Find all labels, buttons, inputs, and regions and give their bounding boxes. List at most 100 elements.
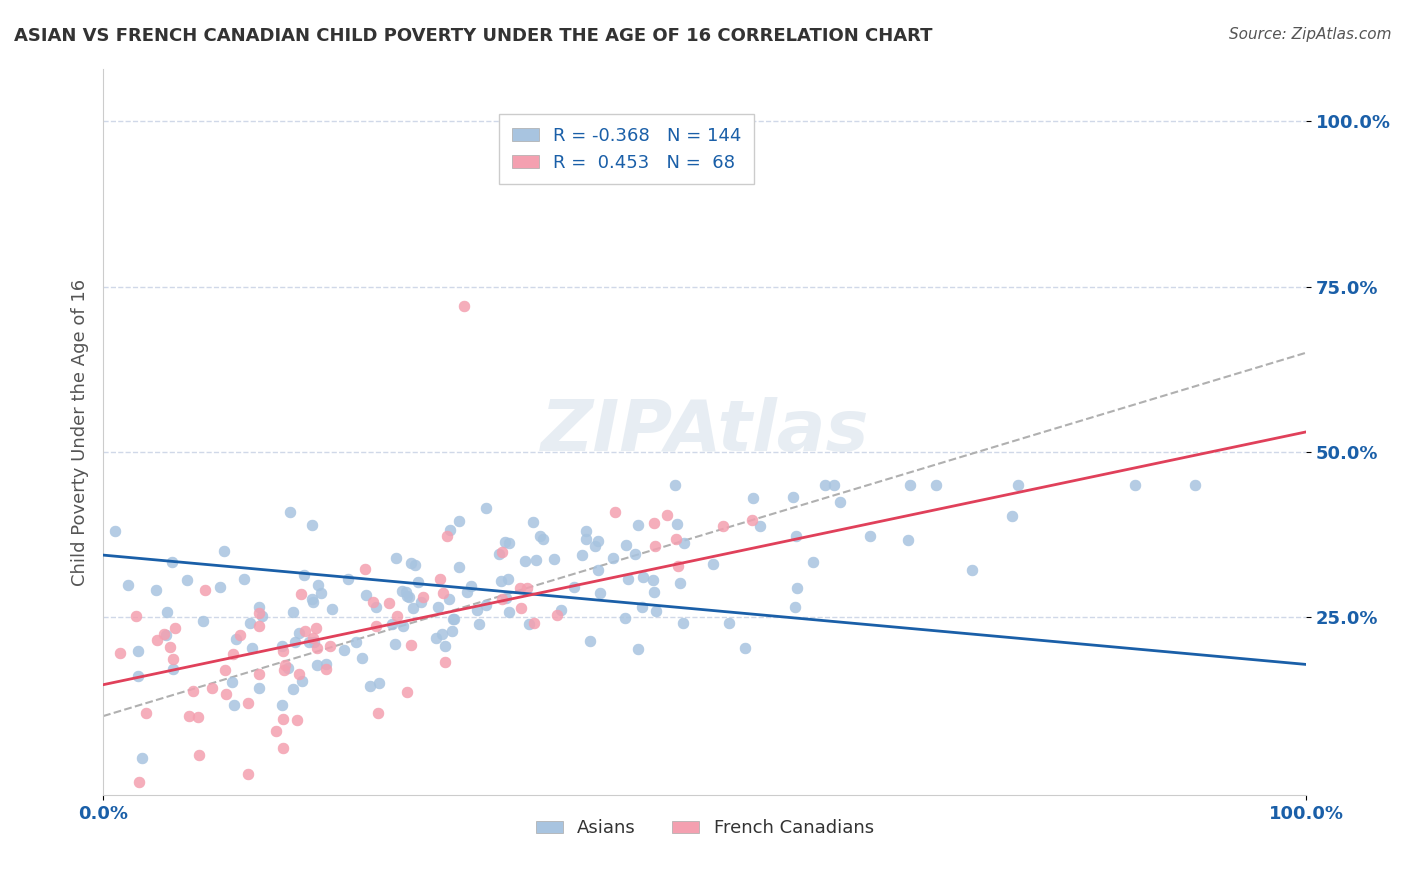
Point: [453, 300, 475, 314]
Point: [283, 681, 305, 696]
Point: [409, 595, 432, 609]
Point: [135, 706, 157, 721]
Point: [488, 547, 510, 561]
Point: [284, 635, 307, 649]
Point: [401, 638, 423, 652]
Point: [288, 626, 311, 640]
Point: [399, 556, 422, 570]
Point: [859, 529, 882, 543]
Point: [353, 561, 375, 575]
Point: [588, 533, 610, 548]
Point: [270, 639, 292, 653]
Point: [127, 644, 149, 658]
Point: [302, 631, 325, 645]
Point: [583, 539, 606, 553]
Point: [277, 661, 299, 675]
Point: [392, 619, 415, 633]
Point: [232, 572, 254, 586]
Point: [215, 687, 238, 701]
Point: [159, 640, 181, 655]
Point: [823, 478, 845, 492]
Point: [273, 663, 295, 677]
Point: [290, 587, 312, 601]
Point: [430, 627, 453, 641]
Point: [495, 591, 517, 606]
Point: [247, 606, 270, 620]
Point: [613, 611, 636, 625]
Point: [298, 635, 321, 649]
Point: [575, 532, 598, 546]
Point: [395, 584, 418, 599]
Point: [273, 712, 295, 726]
Point: [395, 589, 418, 603]
Point: [307, 578, 329, 592]
Point: [350, 650, 373, 665]
Point: [145, 583, 167, 598]
Point: [156, 605, 179, 619]
Point: [668, 575, 690, 590]
Point: [665, 532, 688, 546]
Point: [361, 594, 384, 608]
Point: [273, 644, 295, 658]
Point: [163, 621, 186, 635]
Point: [1007, 478, 1029, 492]
Point: [366, 600, 388, 615]
Legend: Asians, French Canadians: Asians, French Canadians: [529, 812, 882, 845]
Point: [271, 741, 294, 756]
Point: [212, 543, 235, 558]
Point: [104, 524, 127, 538]
Point: [398, 591, 420, 605]
Point: [222, 698, 245, 713]
Point: [354, 588, 377, 602]
Point: [406, 575, 429, 590]
Point: [162, 652, 184, 666]
Point: [266, 724, 288, 739]
Point: [801, 555, 824, 569]
Point: [529, 529, 551, 543]
Point: [641, 573, 664, 587]
Point: [509, 581, 531, 595]
Point: [742, 491, 765, 506]
Point: [384, 637, 406, 651]
Point: [491, 544, 513, 558]
Point: [344, 635, 367, 649]
Point: [208, 580, 231, 594]
Point: [302, 635, 325, 649]
Point: [672, 616, 695, 631]
Point: [160, 556, 183, 570]
Point: [128, 775, 150, 789]
Point: [188, 748, 211, 763]
Point: [301, 592, 323, 607]
Point: [749, 518, 772, 533]
Point: [305, 658, 328, 673]
Point: [302, 594, 325, 608]
Point: [193, 614, 215, 628]
Point: [108, 647, 131, 661]
Point: [571, 548, 593, 562]
Point: [468, 617, 491, 632]
Point: [666, 517, 689, 532]
Point: [125, 608, 148, 623]
Point: [274, 657, 297, 672]
Point: [664, 478, 686, 492]
Point: [702, 557, 724, 571]
Point: [562, 580, 585, 594]
Point: [550, 603, 572, 617]
Point: [1184, 478, 1206, 492]
Point: [131, 750, 153, 764]
Point: [495, 534, 517, 549]
Point: [193, 582, 215, 597]
Point: [239, 615, 262, 630]
Point: [516, 581, 538, 595]
Point: [623, 547, 645, 561]
Point: [447, 514, 470, 528]
Point: [395, 685, 418, 699]
Point: [666, 558, 689, 573]
Point: [440, 624, 463, 639]
Point: [589, 586, 612, 600]
Point: [897, 533, 920, 548]
Point: [222, 648, 245, 662]
Point: [925, 478, 948, 492]
Point: [429, 572, 451, 586]
Point: [523, 616, 546, 631]
